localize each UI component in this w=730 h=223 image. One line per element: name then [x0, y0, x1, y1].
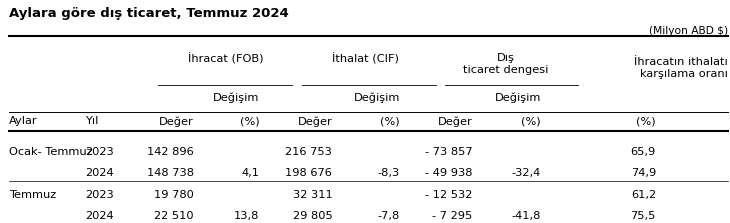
Text: (%): (%) — [240, 116, 260, 126]
Text: Değer: Değer — [159, 116, 194, 127]
Text: (Milyon ABD $): (Milyon ABD $) — [649, 26, 728, 36]
Text: - 7 295: - 7 295 — [432, 211, 472, 221]
Text: (%): (%) — [380, 116, 400, 126]
Text: 19 780: 19 780 — [154, 190, 194, 200]
Text: (%): (%) — [637, 116, 656, 126]
Text: 61,2: 61,2 — [631, 190, 656, 200]
Text: 2024: 2024 — [85, 211, 114, 221]
Text: Ocak- Temmuz: Ocak- Temmuz — [9, 147, 92, 157]
Text: (%): (%) — [521, 116, 541, 126]
Text: Değişim: Değişim — [495, 92, 541, 103]
Text: Değer: Değer — [298, 116, 332, 127]
Text: 65,9: 65,9 — [631, 147, 656, 157]
Text: Yıl: Yıl — [85, 116, 99, 126]
Text: -7,8: -7,8 — [377, 211, 400, 221]
Text: 216 753: 216 753 — [285, 147, 332, 157]
Text: -8,3: -8,3 — [377, 168, 400, 178]
Text: Değişim: Değişim — [213, 92, 260, 103]
Text: İhracat (FOB): İhracat (FOB) — [188, 53, 263, 64]
Text: - 12 532: - 12 532 — [426, 190, 472, 200]
Text: Dış
ticaret dengesi: Dış ticaret dengesi — [464, 53, 549, 75]
Text: Değişim: Değişim — [353, 92, 400, 103]
Text: - 49 938: - 49 938 — [425, 168, 472, 178]
Text: - 73 857: - 73 857 — [425, 147, 472, 157]
Text: -41,8: -41,8 — [512, 211, 541, 221]
Text: 148 738: 148 738 — [147, 168, 194, 178]
Text: 2023: 2023 — [85, 147, 114, 157]
Text: 29 805: 29 805 — [293, 211, 332, 221]
Text: Temmuz: Temmuz — [9, 190, 56, 200]
Text: 2023: 2023 — [85, 190, 114, 200]
Text: 2024: 2024 — [85, 168, 114, 178]
Text: Aylar: Aylar — [9, 116, 37, 126]
Text: 22 510: 22 510 — [155, 211, 194, 221]
Text: -32,4: -32,4 — [512, 168, 541, 178]
Text: 74,9: 74,9 — [631, 168, 656, 178]
Text: 32 311: 32 311 — [293, 190, 332, 200]
Text: 75,5: 75,5 — [631, 211, 656, 221]
Text: 198 676: 198 676 — [285, 168, 332, 178]
Text: 4,1: 4,1 — [242, 168, 260, 178]
Text: İthalat (CIF): İthalat (CIF) — [332, 53, 399, 64]
Text: 13,8: 13,8 — [234, 211, 260, 221]
Text: 142 896: 142 896 — [147, 147, 194, 157]
Text: İhracatın ithalatı
karşılama oranı: İhracatın ithalatı karşılama oranı — [634, 57, 728, 79]
Text: Aylara göre dış ticaret, Temmuz 2024: Aylara göre dış ticaret, Temmuz 2024 — [9, 7, 288, 20]
Text: Değer: Değer — [438, 116, 472, 127]
